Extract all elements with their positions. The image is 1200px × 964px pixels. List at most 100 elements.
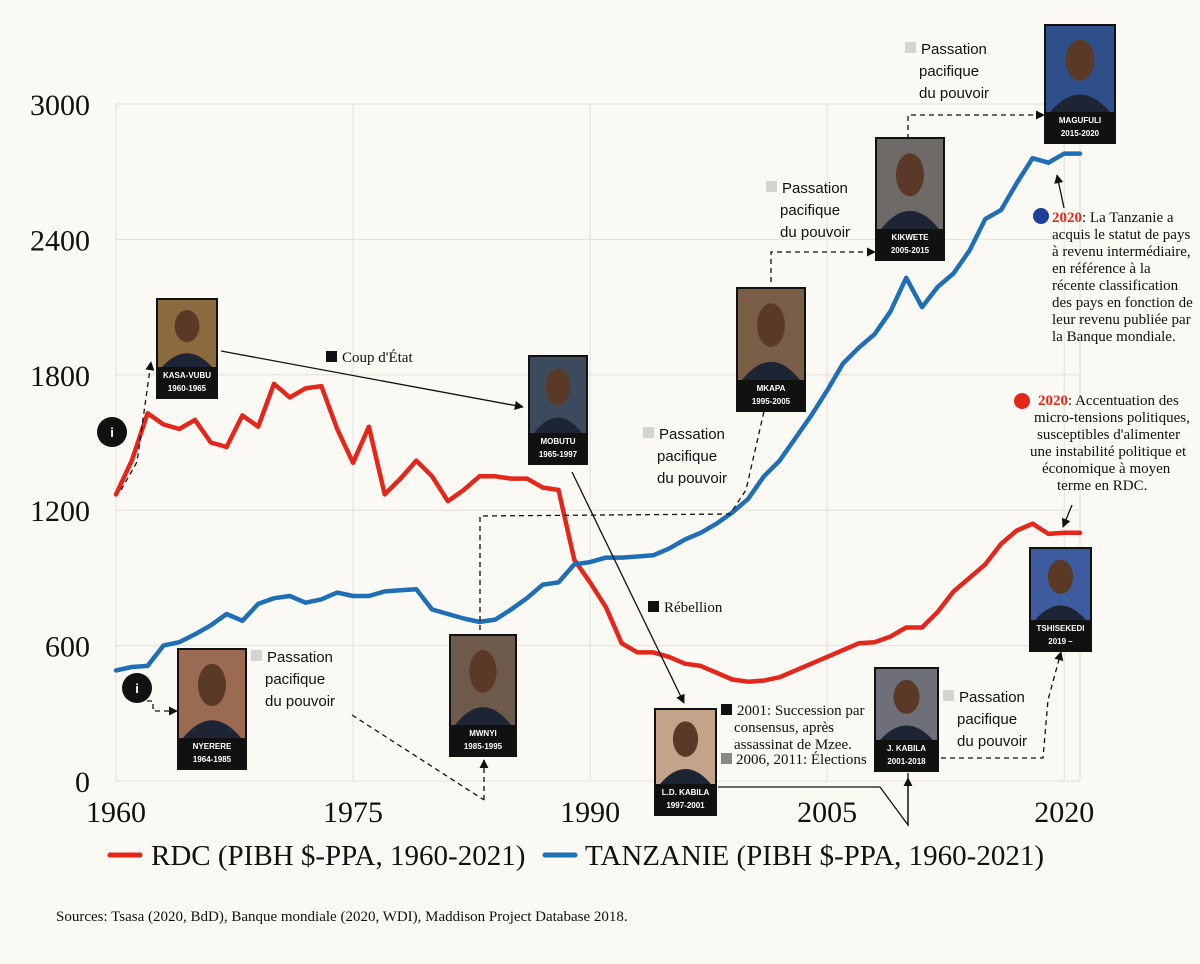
portrait-body bbox=[183, 720, 241, 738]
square-marker bbox=[326, 351, 337, 362]
connector-mkapa bbox=[479, 384, 773, 630]
annotation-passation-magufuli: Passation bbox=[921, 41, 987, 58]
portrait-body bbox=[881, 210, 939, 229]
portrait-body bbox=[880, 725, 933, 740]
square-marker bbox=[648, 601, 659, 612]
x-tick-label: 2005 bbox=[797, 796, 857, 829]
annotation-passation-kikwete: du pouvoir bbox=[780, 224, 850, 241]
portrait-body bbox=[1035, 605, 1086, 620]
annotation-tanzania-2020: des pays en fonction de bbox=[1052, 295, 1193, 311]
connector-kikwete bbox=[770, 247, 876, 282]
portrait-name: NYERERE bbox=[193, 742, 232, 751]
annotation-tanzania-2020: à revenu intermédiaire, bbox=[1052, 244, 1191, 260]
annotation-rdc-2020: terme en RDC. bbox=[1057, 478, 1147, 494]
portrait-name: TSHISEKEDI bbox=[1036, 624, 1084, 633]
annotation-tanzania-2020: récente classification bbox=[1052, 278, 1179, 294]
portrait-years: 2001-2018 bbox=[887, 757, 926, 766]
portrait-years: 1965-1997 bbox=[539, 450, 578, 459]
y-tick-label: 600 bbox=[45, 631, 90, 664]
portrait-face bbox=[672, 721, 699, 757]
portrait-face bbox=[1047, 559, 1074, 594]
connector-kasavubu bbox=[120, 361, 155, 491]
portrait-years: 1995-2005 bbox=[752, 397, 791, 406]
square-marker bbox=[721, 704, 732, 715]
square-marker bbox=[905, 42, 916, 53]
portrait-face bbox=[546, 368, 570, 406]
portrait-name: L.D. KABILA bbox=[662, 788, 710, 797]
portrait-name: KASA-VUBU bbox=[163, 371, 211, 380]
series-line-tanzanie bbox=[113, 151, 1083, 673]
annotation-tanzania-2020: en référence à la bbox=[1052, 261, 1151, 277]
connector-tz-2020 bbox=[1054, 174, 1065, 209]
portrait-ldkabila: L.D. KABILA 1997-2001 bbox=[654, 708, 717, 816]
annotation-elections: 2006, 2011: Élections bbox=[736, 751, 867, 768]
annotation-passation-kikwete: pacifique bbox=[780, 202, 840, 219]
annotation-succession: consensus, après bbox=[734, 720, 834, 736]
annotation-passation-tshisekedi: pacifique bbox=[957, 711, 1017, 728]
portrait-body bbox=[660, 768, 711, 784]
annotation-tanzania-2020: 2020: La Tanzanie a bbox=[1052, 210, 1174, 226]
portrait-body bbox=[534, 417, 582, 433]
portrait-kasavubu: KASA-VUBU 1960-1965 bbox=[156, 298, 218, 399]
info-icon bbox=[97, 417, 127, 447]
legend-label-rdc: RDC (PIBH $-PPA, 1960-2021) bbox=[151, 840, 525, 872]
portrait-jkabila: J. KABILA 2001-2018 bbox=[874, 667, 939, 772]
connector-coup bbox=[220, 350, 524, 410]
annotation-tanzania-2020: acquis le statut de pays bbox=[1052, 227, 1190, 243]
y-tick-label: 0 bbox=[75, 766, 90, 799]
annotation-passation-mkapa: Passation bbox=[659, 426, 725, 443]
y-tick-label: 1200 bbox=[30, 495, 90, 528]
portrait-magufuli: MAGUFULI 2015-2020 bbox=[1044, 24, 1116, 144]
annotation-rdc-2020: 2020: Accentuation des bbox=[1038, 393, 1179, 409]
y-tick-label: 2400 bbox=[30, 224, 90, 257]
annotation-passation-mwnyi: du pouvoir bbox=[265, 693, 335, 710]
connector-nyerere-passation bbox=[351, 714, 485, 801]
portrait-face bbox=[469, 650, 497, 693]
portrait-mkapa: MKAPA 1995-2005 bbox=[736, 287, 806, 412]
portrait-years: 2005-2015 bbox=[891, 246, 930, 255]
portrait-face bbox=[896, 153, 924, 197]
portrait-face bbox=[757, 303, 785, 348]
x-tick-label: 1975 bbox=[323, 796, 383, 829]
annotation-rdc-2020: micro-tensions politiques, bbox=[1034, 410, 1190, 426]
portrait-name: MOBUTU bbox=[540, 437, 575, 446]
portrait-years: 1964-1985 bbox=[193, 755, 232, 764]
annotation-passation-magufuli: pacifique bbox=[919, 63, 979, 80]
portrait-name: MAGUFULI bbox=[1059, 116, 1101, 125]
legend-label-tanzanie: TANZANIE (PIBH $-PPA, 1960-2021) bbox=[585, 840, 1044, 872]
portrait-face bbox=[893, 679, 920, 714]
portrait-body bbox=[742, 361, 800, 380]
portrait-body bbox=[455, 707, 511, 725]
annotation-passation-kikwete: Passation bbox=[782, 180, 848, 197]
annotation-rdc-2020: une instabilité politique et bbox=[1030, 444, 1187, 460]
info-icon bbox=[122, 673, 152, 703]
portrait-name: KIKWETE bbox=[892, 233, 930, 242]
x-tick-label: 1960 bbox=[86, 796, 146, 829]
series-line-rdc bbox=[113, 381, 1083, 684]
annotation-passation-magufuli: du pouvoir bbox=[919, 85, 989, 102]
portrait-years: 1997-2001 bbox=[666, 801, 705, 810]
annotation-succession: 2001: Succession par bbox=[737, 703, 864, 719]
portrait-nyerere: NYERERE 1964-1985 bbox=[177, 648, 247, 770]
portrait-face bbox=[1065, 39, 1095, 81]
connector-rdc-2020 bbox=[1061, 504, 1073, 528]
portrait-mwnyi: MWNYI 1985-1995 bbox=[449, 634, 517, 757]
portrait-name: MKAPA bbox=[757, 384, 786, 393]
portrait-kikwete: KIKWETE 2005-2015 bbox=[875, 137, 945, 261]
info-icon-label: i bbox=[110, 425, 114, 440]
portrait-years: 1985-1995 bbox=[464, 742, 503, 751]
annotation-passation-mkapa: pacifique bbox=[657, 448, 717, 465]
connector-nyerere bbox=[138, 700, 178, 716]
annotation-passation-mkapa: du pouvoir bbox=[657, 470, 727, 487]
annotation-passation-tshisekedi: du pouvoir bbox=[957, 733, 1027, 750]
connector-rebellion bbox=[571, 471, 685, 704]
x-tick-label: 2020 bbox=[1034, 796, 1094, 829]
portrait-face bbox=[198, 663, 226, 707]
portrait-years: 2015-2020 bbox=[1061, 129, 1100, 138]
annotation-rdc-2020: susceptibles d'alimenter bbox=[1037, 427, 1180, 443]
portrait-mobutu: MOBUTU 1965-1997 bbox=[528, 355, 588, 465]
tanzania-dot bbox=[1033, 208, 1049, 224]
portrait-years: 1960-1965 bbox=[168, 384, 207, 393]
square-marker bbox=[643, 427, 654, 438]
